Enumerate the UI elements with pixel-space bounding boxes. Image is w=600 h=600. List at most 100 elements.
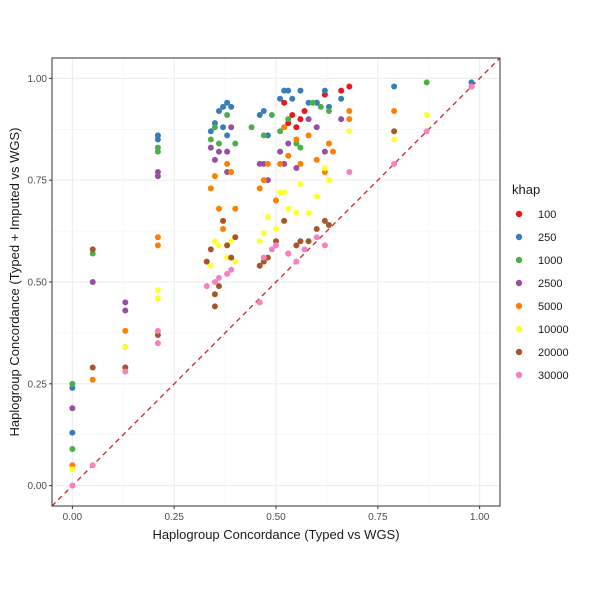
data-point-series-1000 [211,124,218,131]
data-point-series-20000 [232,234,239,241]
data-point-series-10000 [391,136,398,143]
x-tick-label: 0.00 [63,512,83,523]
data-point-series-30000 [215,274,222,281]
data-points [69,79,475,489]
data-point-series-2500 [224,148,231,155]
data-point-series-1000 [69,380,76,387]
data-point-series-5000 [211,173,218,180]
legend-key-20000 [515,348,523,356]
data-point-series-100 [281,99,288,106]
data-point-series-10000 [207,262,214,269]
data-point-series-10000 [122,344,129,351]
data-point-series-10000 [154,287,161,294]
reference-line [51,57,501,507]
data-point-series-1000 [224,112,231,119]
data-point-series-1000 [154,148,161,155]
data-point-series-1000 [232,140,239,147]
data-point-series-20000 [220,217,227,224]
data-point-series-20000 [211,291,218,298]
data-point-series-5000 [154,242,161,249]
legend-label-5000: 5000 [538,301,562,313]
data-point-series-30000 [321,242,328,249]
data-point-series-30000 [268,246,275,253]
data-point-series-5000 [228,169,235,176]
data-point-series-250 [285,87,292,94]
data-point-series-20000 [305,238,312,245]
data-point-series-10000 [313,193,320,200]
data-point-series-1000 [297,144,304,151]
data-point-series-30000 [468,83,475,90]
data-point-series-250 [220,124,227,131]
data-point-series-10000 [325,177,332,184]
data-point-series-250 [391,83,398,90]
data-point-series-30000 [293,258,300,265]
data-point-series-250 [297,87,304,94]
data-point-series-2500 [122,307,129,314]
data-point-series-20000 [256,262,263,269]
data-point-series-30000 [203,283,210,290]
data-point-series-5000 [277,160,284,167]
y-tick-label: 0.25 [28,379,48,390]
legend-label-100: 100 [538,209,556,221]
data-point-series-10000 [305,209,312,216]
data-point-series-30000 [346,169,353,176]
legend-key-250 [515,233,523,241]
data-point-series-30000 [285,250,292,257]
data-point-series-5000 [346,107,353,114]
data-point-series-20000 [325,221,332,228]
data-point-series-20000 [89,246,96,253]
data-point-series-250 [260,107,267,114]
data-point-series-2500 [285,140,292,147]
data-point-series-1000 [317,103,324,110]
data-point-series-20000 [207,246,214,253]
data-point-series-10000 [321,164,328,171]
data-point-series-2500 [211,156,218,163]
data-point-series-10000 [69,466,76,473]
y-axis-ticks: 0.00 0.25 0.50 0.75 1.00 [28,74,52,492]
legend-label-1000: 1000 [538,255,562,267]
data-point-series-5000 [232,205,239,212]
data-point-series-5000 [325,140,332,147]
data-point-series-1000 [260,132,267,139]
legend-key-2500 [515,279,523,287]
legend-label-20000: 20000 [538,347,569,359]
data-point-series-30000 [301,246,308,253]
data-point-series-5000 [297,160,304,167]
data-point-series-100 [297,116,304,123]
data-point-series-250 [289,95,296,102]
data-point-series-20000 [215,283,222,290]
data-point-series-5000 [346,116,353,123]
data-point-series-100 [301,107,308,114]
data-point-series-30000 [89,462,96,469]
data-point-series-2500 [338,116,345,123]
data-point-series-20000 [293,242,300,249]
data-point-series-1000 [423,79,430,86]
data-point-series-5000 [391,107,398,114]
data-point-series-250 [277,95,284,102]
data-point-series-100 [293,124,300,131]
legend: 100 250 1000 2500 5000 10000 20000 30000 [515,209,569,382]
data-point-series-5000 [215,205,222,212]
data-point-series-100 [346,83,353,90]
data-point-series-250 [207,128,214,135]
data-point-series-250 [321,87,328,94]
data-point-series-5000 [260,177,267,184]
data-point-series-250 [228,103,235,110]
y-tick-label: 1.00 [28,74,48,85]
data-point-series-10000 [281,189,288,196]
x-tick-label: 0.25 [164,512,184,523]
data-point-series-10000 [423,112,430,119]
data-point-series-2500 [293,164,300,171]
data-point-series-5000 [224,160,231,167]
data-point-series-20000 [228,254,235,261]
y-tick-label: 0.75 [28,176,48,187]
data-point-series-10000 [264,213,271,220]
data-point-series-250 [215,107,222,114]
x-axis-ticks: 0.00 0.25 0.50 0.75 1.00 [63,506,490,523]
data-point-series-10000 [228,238,235,245]
data-point-series-30000 [260,254,267,261]
data-point-series-1000 [268,112,275,119]
data-point-series-5000 [154,234,161,241]
data-point-series-20000 [224,242,231,249]
data-point-series-10000 [211,238,218,245]
